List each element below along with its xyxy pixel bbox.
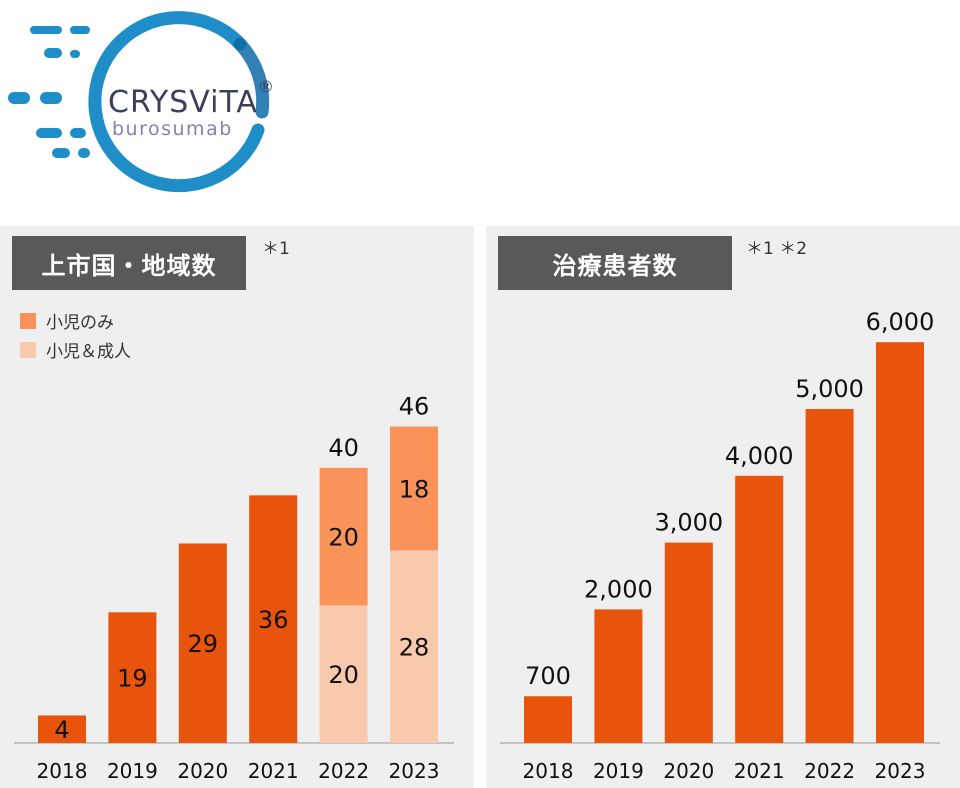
bar-segment bbox=[319, 605, 368, 743]
legend-item-children-only: 小児のみ bbox=[20, 306, 131, 335]
bar-value-label: 29 bbox=[188, 630, 219, 658]
x-tick-label: 2018 bbox=[523, 759, 574, 783]
x-tick-label: 2020 bbox=[177, 759, 228, 783]
markets-legend: 小児のみ 小児＆成人 bbox=[20, 306, 131, 364]
legend-swatch-light bbox=[20, 341, 36, 358]
logo-name: CRYSViTA bbox=[108, 85, 258, 120]
bar-segment bbox=[319, 467, 368, 606]
legend-label: 小児＆成人 bbox=[46, 342, 131, 362]
x-tick-label: 2021 bbox=[248, 759, 299, 783]
markets-bar-chart: 4201819201929202036202120204020222818462… bbox=[14, 393, 454, 783]
bar-segment bbox=[390, 426, 438, 551]
bar bbox=[524, 696, 572, 743]
bar-value-label: 28 bbox=[399, 634, 430, 662]
bar-value-label: 5,000 bbox=[795, 375, 864, 403]
bar-total-label: 46 bbox=[399, 393, 430, 421]
crysvita-logo: CRYSViTA ® burosumab bbox=[8, 11, 274, 193]
bar-value-label: 700 bbox=[525, 662, 571, 690]
x-tick-label: 2019 bbox=[107, 759, 158, 783]
patients-footnote-mark: ＊1 ＊2 bbox=[746, 239, 808, 259]
x-tick-label: 2022 bbox=[318, 759, 369, 783]
bar-segment bbox=[178, 543, 227, 743]
bar-value-label: 19 bbox=[117, 665, 148, 693]
logo-ring-accent bbox=[233, 37, 270, 119]
bar-value-label: 6,000 bbox=[866, 308, 935, 336]
bar-value-label: 2,000 bbox=[584, 575, 653, 603]
logo-generic: burosumab bbox=[112, 118, 233, 140]
x-tick-label: 2023 bbox=[875, 759, 926, 783]
bar-segment bbox=[108, 612, 157, 743]
x-tick-label: 2021 bbox=[734, 759, 785, 783]
bar bbox=[805, 409, 854, 743]
bar-value-label: 4 bbox=[54, 716, 69, 744]
logo-ring bbox=[88, 11, 265, 193]
logo-registered: ® bbox=[258, 77, 274, 96]
bar-value-label: 36 bbox=[258, 606, 289, 634]
bar-value-label: 20 bbox=[328, 524, 359, 552]
x-tick-label: 2023 bbox=[389, 759, 440, 783]
bar-value-label: 4,000 bbox=[725, 442, 794, 470]
bar bbox=[664, 542, 713, 743]
markets-panel: 上市国・地域数 ＊1 小児のみ 小児＆成人 4 2018 19 2019 29 2020 3… bbox=[0, 226, 474, 788]
legend-item-children-adults: 小児＆成人 bbox=[20, 335, 131, 364]
bar-segment bbox=[38, 715, 86, 743]
bar-value-label: 18 bbox=[399, 475, 430, 503]
logo-speed-lines bbox=[8, 26, 90, 158]
x-tick-label: 2020 bbox=[663, 759, 714, 783]
legend-label: 小児のみ bbox=[46, 313, 114, 333]
patients-panel: 治療患者数 ＊1 ＊2 700 2018 2,000 2019 3,000 2020 4,0… bbox=[486, 226, 960, 788]
bar bbox=[876, 342, 924, 743]
patients-bar-chart: 700 2018 2,000 2019 3,000 2020 4,000 2021 5,000 2… bbox=[500, 308, 940, 783]
markets-title: 上市国・地域数 bbox=[12, 236, 246, 290]
bar-value-label: 20 bbox=[328, 661, 359, 689]
bar-segment bbox=[249, 495, 298, 743]
x-tick-label: 2019 bbox=[593, 759, 644, 783]
bar-value-label: 3,000 bbox=[654, 509, 723, 537]
x-tick-label: 2018 bbox=[37, 759, 88, 783]
x-tick-label: 2022 bbox=[804, 759, 855, 783]
bar-total-label: 40 bbox=[328, 434, 359, 462]
legend-swatch-mid bbox=[20, 312, 36, 329]
bar-segment bbox=[390, 550, 438, 743]
patients-title: 治療患者数 bbox=[498, 236, 732, 290]
bar bbox=[594, 609, 643, 743]
bar bbox=[735, 475, 784, 743]
markets-footnote-mark: ＊1 bbox=[262, 239, 290, 259]
